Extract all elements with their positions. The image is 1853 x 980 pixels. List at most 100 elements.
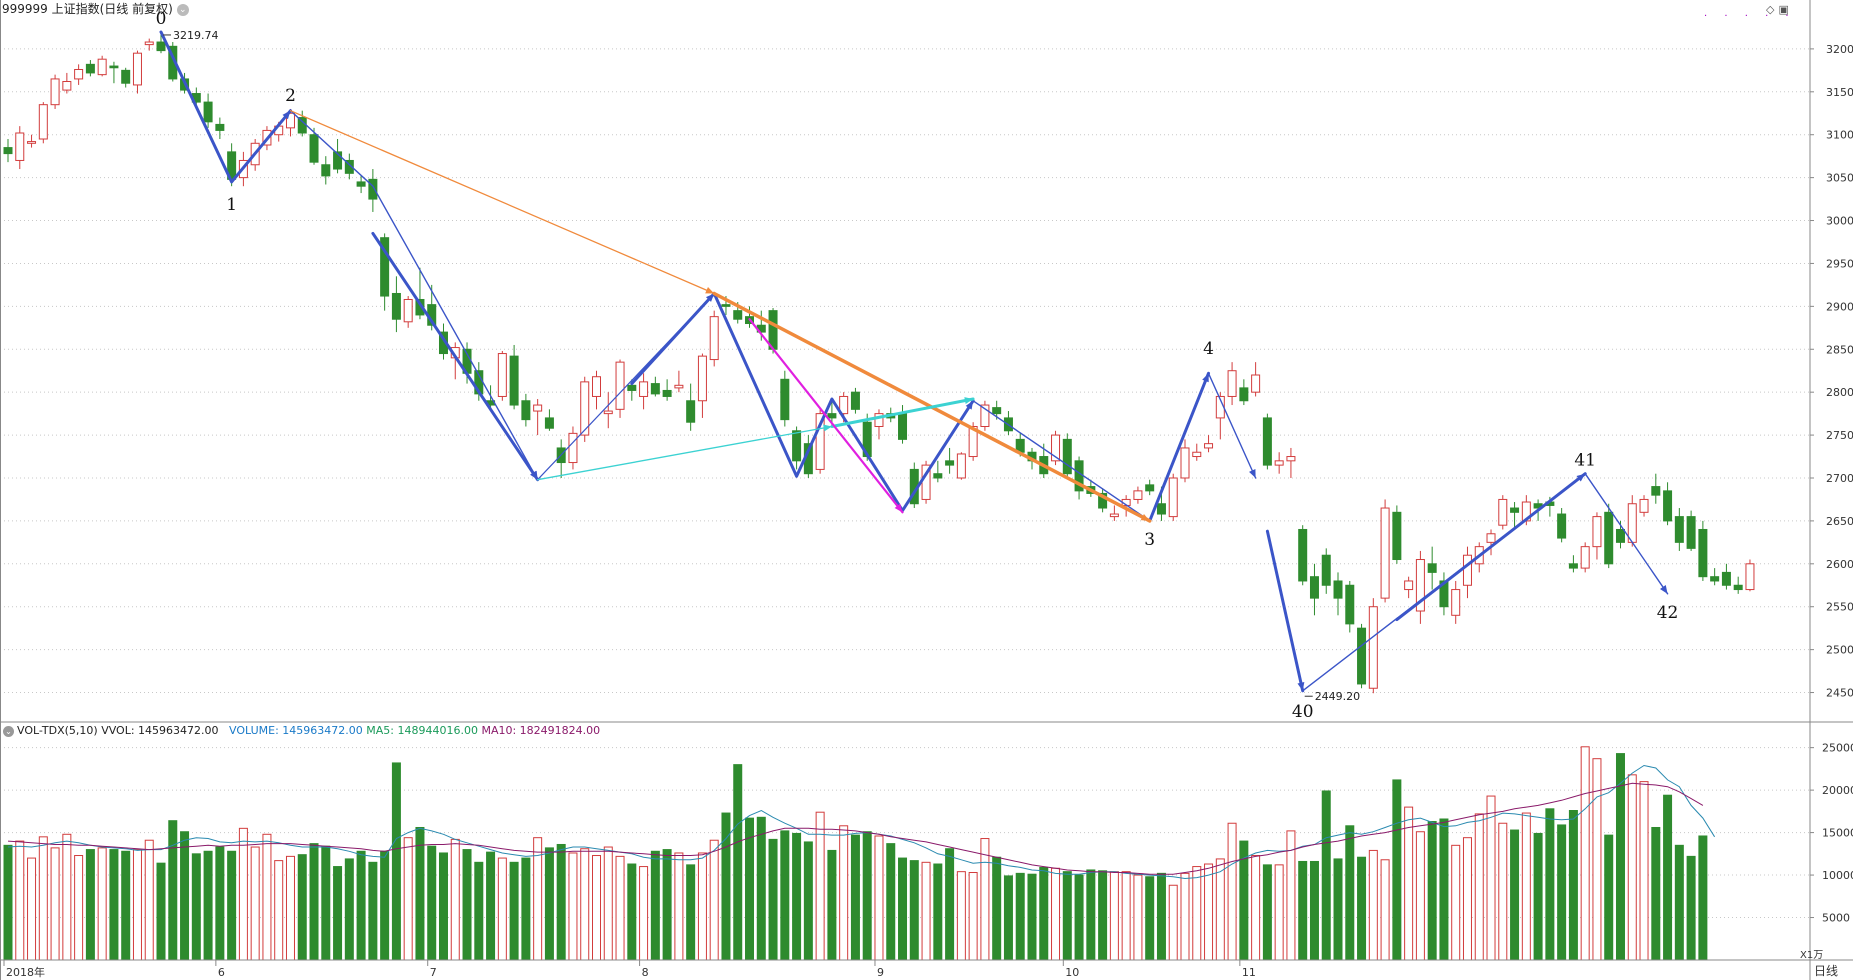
volume-bar	[1168, 884, 1178, 961]
price-tick-label: 3150	[1826, 86, 1853, 99]
diamond-icon[interactable]: ◇	[1766, 3, 1775, 16]
candle-down	[768, 310, 778, 350]
volume-bar	[156, 862, 166, 961]
candle-down	[1062, 438, 1072, 475]
volume-bar	[827, 849, 837, 961]
volume-bar	[1439, 818, 1449, 961]
volume-bar	[415, 826, 425, 961]
volume-bar	[1545, 808, 1555, 961]
candle-down	[686, 400, 696, 423]
candle-up	[615, 361, 625, 410]
volume-bar	[1133, 874, 1143, 961]
price-tick-label: 2550	[1826, 601, 1853, 614]
window-icon[interactable]: ▣	[1778, 3, 1789, 16]
volume-bar	[132, 849, 142, 961]
wave-lines	[159, 30, 1669, 693]
volume-bar	[356, 850, 366, 961]
candle-down	[1663, 490, 1673, 522]
candle-up	[1204, 443, 1214, 449]
price-tick-label: 3100	[1826, 129, 1853, 142]
trend-line	[159, 30, 292, 184]
candle-up	[1462, 554, 1472, 586]
volume-bar	[497, 857, 507, 961]
candle-up	[1227, 370, 1237, 397]
volume-bar	[297, 854, 307, 961]
candle-up	[1051, 434, 1061, 462]
candle-down	[733, 310, 743, 320]
volume-bar	[1580, 746, 1590, 961]
volume-bar	[285, 855, 295, 961]
candle-up	[15, 132, 25, 161]
candle-down	[1262, 417, 1272, 466]
volume-bar	[627, 863, 637, 961]
volume-bar	[1215, 858, 1225, 961]
candle-down	[1686, 516, 1696, 549]
chevron-down-circle-icon[interactable]: ⌄	[3, 725, 14, 737]
date-tick-label: 7	[430, 966, 437, 979]
volume-bar	[1098, 870, 1108, 961]
trend-arrowhead	[705, 286, 715, 294]
volume-bars	[3, 746, 1708, 961]
candle-up	[38, 104, 48, 140]
volume-bar	[792, 832, 802, 961]
volume-bar	[97, 847, 107, 961]
chevron-down-circle-icon[interactable]: ⌄	[176, 3, 189, 16]
volume-bar	[1486, 795, 1496, 961]
ma10-value: MA10: 182491824.00	[481, 724, 601, 737]
trend-arrowhead	[1249, 468, 1256, 478]
candle-down	[1651, 486, 1661, 496]
volume-bar	[592, 855, 601, 961]
candle-up	[144, 41, 154, 46]
candle-down	[3, 147, 13, 155]
candle-down	[1357, 627, 1367, 685]
wave-label: 2	[285, 86, 296, 106]
volume-tick-label: 20000	[1822, 784, 1853, 797]
candle-down	[368, 178, 378, 200]
trend-arrowhead	[1659, 585, 1668, 594]
period-label: 日线	[1814, 964, 1838, 978]
volume-bar	[15, 840, 25, 961]
trend-arrowhead	[1297, 681, 1305, 691]
trend-line	[630, 292, 975, 513]
candle-down	[321, 164, 331, 177]
candle-up	[1192, 451, 1202, 458]
volume-bar	[262, 833, 272, 961]
volume-bar	[1639, 781, 1649, 961]
volume-bar	[1192, 866, 1202, 961]
candle-up	[697, 355, 707, 402]
volume-bar	[1227, 822, 1237, 961]
candle-down	[344, 159, 354, 174]
trend-line	[1265, 529, 1305, 693]
candle-down	[215, 123, 225, 131]
volume-bar	[50, 847, 60, 961]
candle-down	[650, 383, 660, 395]
candle-up	[603, 410, 613, 415]
volume-bar	[803, 841, 813, 961]
trend-arrowhead	[1202, 373, 1209, 383]
candle-up	[1168, 477, 1178, 518]
volume-bar	[1086, 869, 1096, 961]
candle-up	[709, 316, 719, 361]
candle-down	[850, 391, 860, 410]
volume-bar	[62, 833, 72, 961]
volume-bar	[344, 858, 354, 961]
candle-up	[639, 381, 649, 397]
volume-bar	[27, 857, 37, 961]
trend-line	[972, 372, 1257, 522]
volume-bar	[1498, 822, 1508, 961]
candle-down	[1557, 513, 1567, 539]
wave-label: 3	[1144, 530, 1155, 550]
volume-bar	[121, 850, 131, 961]
volume-bar	[662, 849, 672, 961]
volume-bar	[1686, 855, 1696, 961]
volume-bar	[380, 850, 390, 961]
trend-arrowhead	[1576, 473, 1586, 482]
volume-bar	[544, 847, 554, 961]
volume-bar	[768, 838, 778, 961]
volume-bar	[144, 839, 154, 961]
candle-down	[1427, 563, 1437, 573]
candle-up	[815, 413, 825, 470]
volume-bar	[250, 846, 260, 961]
volume-bar	[238, 827, 248, 961]
